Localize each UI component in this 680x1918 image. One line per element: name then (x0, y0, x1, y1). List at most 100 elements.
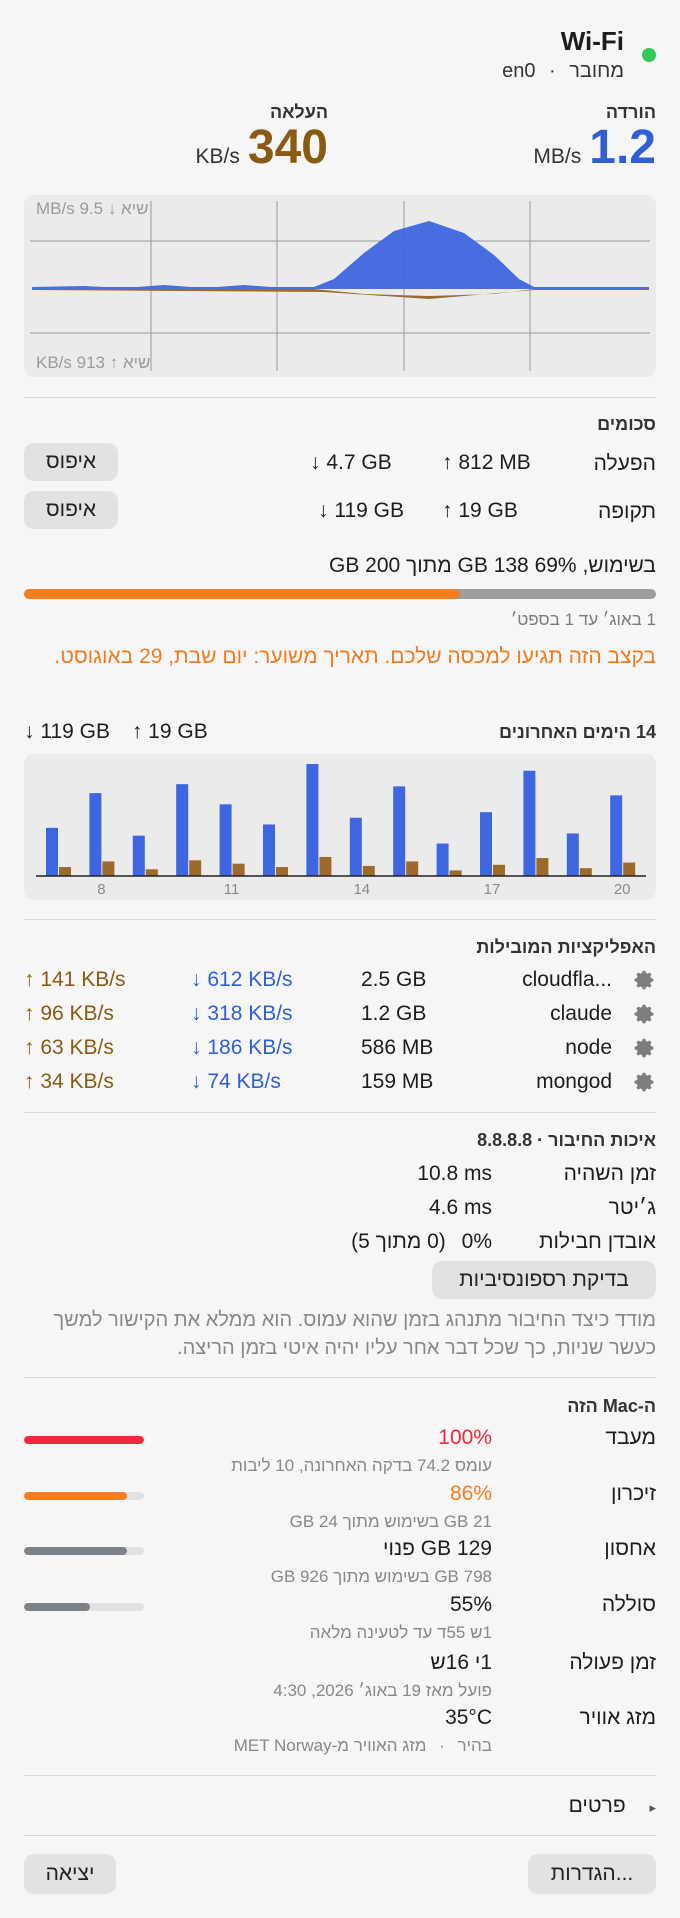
throughput-graph: שיא ↓ 9.5 MB/s שיא ↑ 913 KB/s (24, 195, 656, 377)
x-tick-label: 17 (484, 881, 501, 898)
download-unit: MB/s (533, 145, 582, 168)
upload-bar (102, 861, 115, 876)
weather-condition: בהיר (457, 1736, 492, 1755)
download-bar (393, 786, 406, 876)
separator (24, 1835, 656, 1836)
mac-row-sub: בהיר · מזג האוויר מ-MET Norway (234, 1736, 492, 1756)
mac-row-value: 1י 16ש (430, 1651, 492, 1674)
gear-icon[interactable] (632, 1070, 656, 1094)
totals-row-label: הפעלה (593, 452, 656, 475)
mac-row-sub: 798 GB בשימוש מתוך 926 GB (270, 1567, 492, 1586)
settings-button[interactable]: הגדרות... (528, 1854, 656, 1894)
upload-bar (189, 860, 202, 876)
quit-button[interactable]: יציאה (24, 1854, 116, 1894)
totals-row-down: ↓ 4.7 GB (310, 451, 392, 474)
app-name: node (565, 1036, 612, 1059)
download-bar (610, 795, 623, 876)
mac-row-label: זיכרון (611, 1482, 656, 1505)
app-upload: ↑ 141 KB/s (24, 968, 126, 991)
download-bar (566, 833, 579, 876)
gear-icon[interactable] (632, 968, 656, 992)
download-area (32, 221, 649, 289)
upload-bar (406, 861, 419, 876)
battery-meter-fill (24, 1603, 90, 1611)
responsiveness-description: מודד כיצד החיבור מתנהג בזמן שהוא עמוס. ה… (53, 1309, 656, 1359)
cpu-meter-fill (24, 1436, 144, 1444)
mac-row-sub: פועל מאז 19 באוג׳ 2026, 4:30 (273, 1681, 492, 1700)
status-dot (642, 48, 656, 62)
upload-bar (449, 870, 462, 876)
mac-row-sub: 21 GB בשימוש מתוך 24 GB (289, 1512, 492, 1531)
upload-bar (145, 869, 158, 876)
responsiveness-test-button[interactable]: בדיקת רספונסיביות (432, 1261, 656, 1299)
peak-download-label: שיא ↓ 9.5 MB/s (36, 199, 149, 218)
mac-row-value: 129 GB פנוי (383, 1537, 492, 1560)
app-download: ↓ 74 KB/s (191, 1070, 281, 1093)
separator (24, 1377, 656, 1378)
separator (24, 397, 656, 398)
memory-meter (24, 1492, 144, 1500)
mac-row-label: סוללה (601, 1593, 656, 1616)
gear-icon[interactable] (632, 1002, 656, 1026)
upload-bar (623, 862, 636, 876)
mac-row-value: 100% (438, 1426, 492, 1449)
download-speed: MB/s 1.2 (533, 120, 656, 175)
apps-title: האפליקציות המובילות (476, 937, 656, 957)
upload-area (32, 289, 649, 299)
upload-bar (276, 867, 288, 876)
upload-unit: KB/s (195, 145, 240, 168)
app-name: cloudfla... (522, 968, 612, 991)
quality-title: איכות החיבור · 8.8.8.8 (477, 1130, 656, 1150)
upload-bar (319, 856, 332, 876)
disclosure-arrow-icon: ▸ (649, 1800, 656, 1815)
app-upload: ↑ 96 KB/s (24, 1002, 114, 1025)
status-separator: · (549, 60, 556, 82)
x-tick-label: 14 (353, 881, 370, 898)
mac-row-label: מעבד (605, 1426, 656, 1449)
status-text: מחובר (569, 60, 624, 82)
app-download: ↓ 186 KB/s (191, 1036, 293, 1059)
usage-warning: בקצב הזה תגיעו למכסה שלכם. תאריך משוער: … (54, 645, 656, 668)
interface-name: en0 (502, 60, 536, 82)
x-tick-label: 11 (224, 881, 240, 898)
weather-source: מזג האוויר מ-MET Norway (233, 1736, 427, 1755)
mac-row-sub: 1ש 55ד עד לטעינה מלאה (309, 1623, 492, 1642)
gear-icon[interactable] (632, 1036, 656, 1060)
battery-meter (24, 1603, 144, 1611)
download-bar (523, 770, 536, 876)
latency-value: 10.8 ms (417, 1162, 492, 1185)
reset-period-button[interactable]: איפוס (24, 491, 118, 529)
details-label: פרטים (568, 1794, 626, 1817)
x-tick-label: 8 (97, 881, 105, 898)
separator (24, 1775, 656, 1776)
upload-bar (493, 864, 505, 876)
download-label: הורדה (605, 102, 656, 122)
totals-row-up: ↑ 19 GB (442, 499, 518, 522)
storage-meter (24, 1547, 144, 1555)
download-bar (263, 824, 275, 876)
app-upload: ↑ 34 KB/s (24, 1070, 114, 1093)
separator (24, 1112, 656, 1113)
reset-session-button[interactable]: איפוס (24, 443, 118, 481)
app-upload: ↑ 63 KB/s (24, 1036, 114, 1059)
separator (24, 919, 656, 920)
days-totals: ↓ 119 GB ↑ 19 GB (24, 720, 208, 744)
download-bar (46, 827, 58, 876)
upload-value: 340 (247, 121, 328, 174)
app-total: 2.5 GB (361, 968, 427, 991)
peak-upload-label: שיא ↑ 913 KB/s (36, 353, 151, 372)
totals-row-label: תקופה (597, 500, 656, 523)
mac-row-value: 86% (449, 1482, 492, 1505)
download-bar (219, 804, 232, 876)
app-download: ↓ 612 KB/s (191, 968, 293, 991)
days-chart: 8 11 14 17 20 (24, 754, 656, 900)
packet-loss-count: (0 מתוך 5) (351, 1230, 446, 1253)
storage-meter-fill (24, 1547, 127, 1555)
x-tick-label: 20 (614, 881, 631, 898)
weather-separator: · (439, 1736, 445, 1755)
details-toggle[interactable]: ▸ פרטים (569, 1794, 656, 1818)
jitter-label: ג׳יטר (608, 1196, 656, 1219)
upload-speed: KB/s 340 (196, 120, 328, 175)
mac-title: ה-Mac הזה (567, 1396, 656, 1416)
days-title: 14 הימים האחרונים (498, 722, 656, 742)
